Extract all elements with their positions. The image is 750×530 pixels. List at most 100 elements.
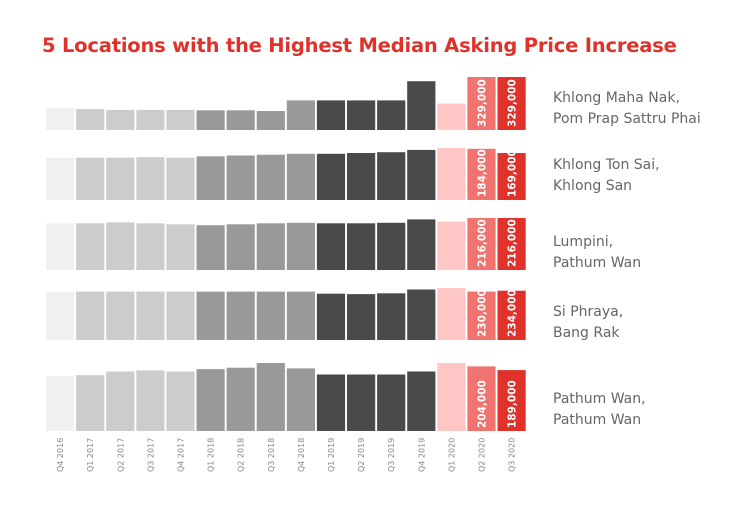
bar: [377, 374, 406, 431]
series-row-3: 230,000 234,000: [46, 288, 526, 340]
chart-title: 5 Locations with the Highest Median Aski…: [42, 34, 677, 57]
bar: [347, 153, 376, 200]
bar: [377, 222, 406, 270]
series-name: Si Phraya, Bang Rak: [553, 304, 623, 341]
bar: [467, 291, 496, 340]
bar: [166, 109, 195, 130]
x-tick-label: Q2 2017: [116, 438, 125, 472]
series-name: Khlong Maha Nak, Pom Prap Sattru Phai: [553, 90, 701, 127]
data-label: 184,000: [477, 149, 489, 197]
data-label: 329,000: [507, 79, 519, 127]
bar: [256, 111, 285, 130]
bar: [46, 157, 75, 200]
bar: [437, 103, 466, 130]
bar: [136, 109, 165, 130]
bar: [106, 109, 135, 130]
bar: [497, 218, 526, 270]
x-tick-label: Q3 2019: [387, 438, 396, 472]
bar: [166, 157, 195, 200]
bar: [467, 77, 496, 130]
bar: [407, 289, 436, 340]
bar: [286, 100, 315, 130]
bar: [437, 363, 466, 431]
bar: [347, 100, 376, 130]
series-name: Pathum Wan, Pathum Wan: [553, 391, 646, 428]
bar: [286, 291, 315, 340]
bar: [377, 100, 406, 130]
x-tick-label: Q2 2020: [478, 438, 487, 472]
bar: [76, 223, 105, 270]
bar: [377, 293, 406, 340]
bar: [316, 293, 346, 340]
data-label: 230,000: [477, 289, 489, 337]
series-name: Khlong Ton Sai, Khlong San: [553, 157, 660, 194]
bar: [76, 375, 105, 431]
bar: [407, 81, 436, 130]
bar: [256, 291, 285, 340]
bar: [136, 291, 165, 340]
bar: [497, 77, 526, 130]
x-tick-label: Q3 2018: [267, 438, 276, 472]
bar: [166, 291, 195, 340]
bar: [196, 225, 225, 270]
bar: [166, 224, 195, 270]
bar: [437, 221, 466, 270]
bar: [226, 291, 255, 340]
bar: [467, 148, 496, 200]
bar: [46, 376, 75, 431]
x-tick-label: Q2 2019: [357, 438, 366, 472]
bar: [316, 153, 346, 200]
bar: [497, 290, 526, 340]
data-label: 169,000: [507, 149, 519, 197]
x-tick-label: Q4 2019: [417, 438, 426, 472]
bar: [106, 291, 135, 340]
bar: [316, 100, 346, 130]
bar: [76, 291, 105, 340]
bar: [256, 363, 285, 431]
series-row-2: 216,000 216,000: [46, 218, 526, 270]
x-tick-label: Q1 2017: [86, 438, 95, 472]
bar: [226, 224, 255, 270]
bar: [46, 291, 75, 340]
bar: [286, 153, 315, 200]
series-row-0: 329,000 329,000: [46, 77, 526, 130]
bar: [407, 149, 436, 200]
series-name: Lumpini, Pathum Wan: [553, 234, 641, 271]
x-tick-label: Q1 2020: [447, 438, 456, 472]
bar: [226, 155, 255, 200]
bar: [286, 368, 315, 431]
bar: [196, 369, 225, 431]
bar: [256, 223, 285, 270]
x-tick-label: Q4 2017: [177, 438, 186, 472]
bar: [46, 223, 75, 270]
bar: [196, 291, 225, 340]
bar: [226, 367, 255, 431]
bar: [407, 371, 436, 431]
bar: [347, 223, 376, 270]
bar: [316, 223, 346, 270]
bar: [196, 156, 225, 200]
bar: [407, 219, 436, 270]
bar: [46, 107, 75, 130]
x-tick-label: Q4 2016: [56, 438, 65, 472]
data-label: 189,000: [507, 380, 519, 428]
x-tick-label: Q1 2018: [207, 438, 216, 472]
x-tick-label: Q1 2019: [327, 438, 336, 472]
bar: [76, 157, 105, 200]
bar: [497, 153, 526, 200]
x-tick-label: Q4 2018: [297, 438, 306, 472]
bar: [437, 288, 466, 340]
bar: [196, 110, 225, 130]
x-tick-label: Q3 2017: [146, 438, 155, 472]
data-label: 234,000: [507, 289, 519, 337]
data-label: 216,000: [477, 219, 489, 267]
data-label: 329,000: [477, 79, 489, 127]
series-row-4: 204,000 189,000: [46, 363, 526, 431]
bar: [347, 374, 376, 431]
bar: [76, 109, 105, 130]
bar: [106, 157, 135, 200]
bar: [316, 374, 346, 431]
data-label: 216,000: [507, 219, 519, 267]
x-tick-label: Q3 2020: [508, 438, 517, 472]
